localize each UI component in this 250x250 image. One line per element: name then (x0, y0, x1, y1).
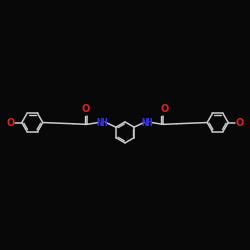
Text: O: O (236, 118, 244, 128)
Text: O: O (160, 104, 169, 115)
Text: O: O (6, 118, 14, 128)
Text: NH: NH (96, 118, 108, 128)
Text: O: O (81, 104, 90, 115)
Text: NH: NH (142, 118, 154, 128)
